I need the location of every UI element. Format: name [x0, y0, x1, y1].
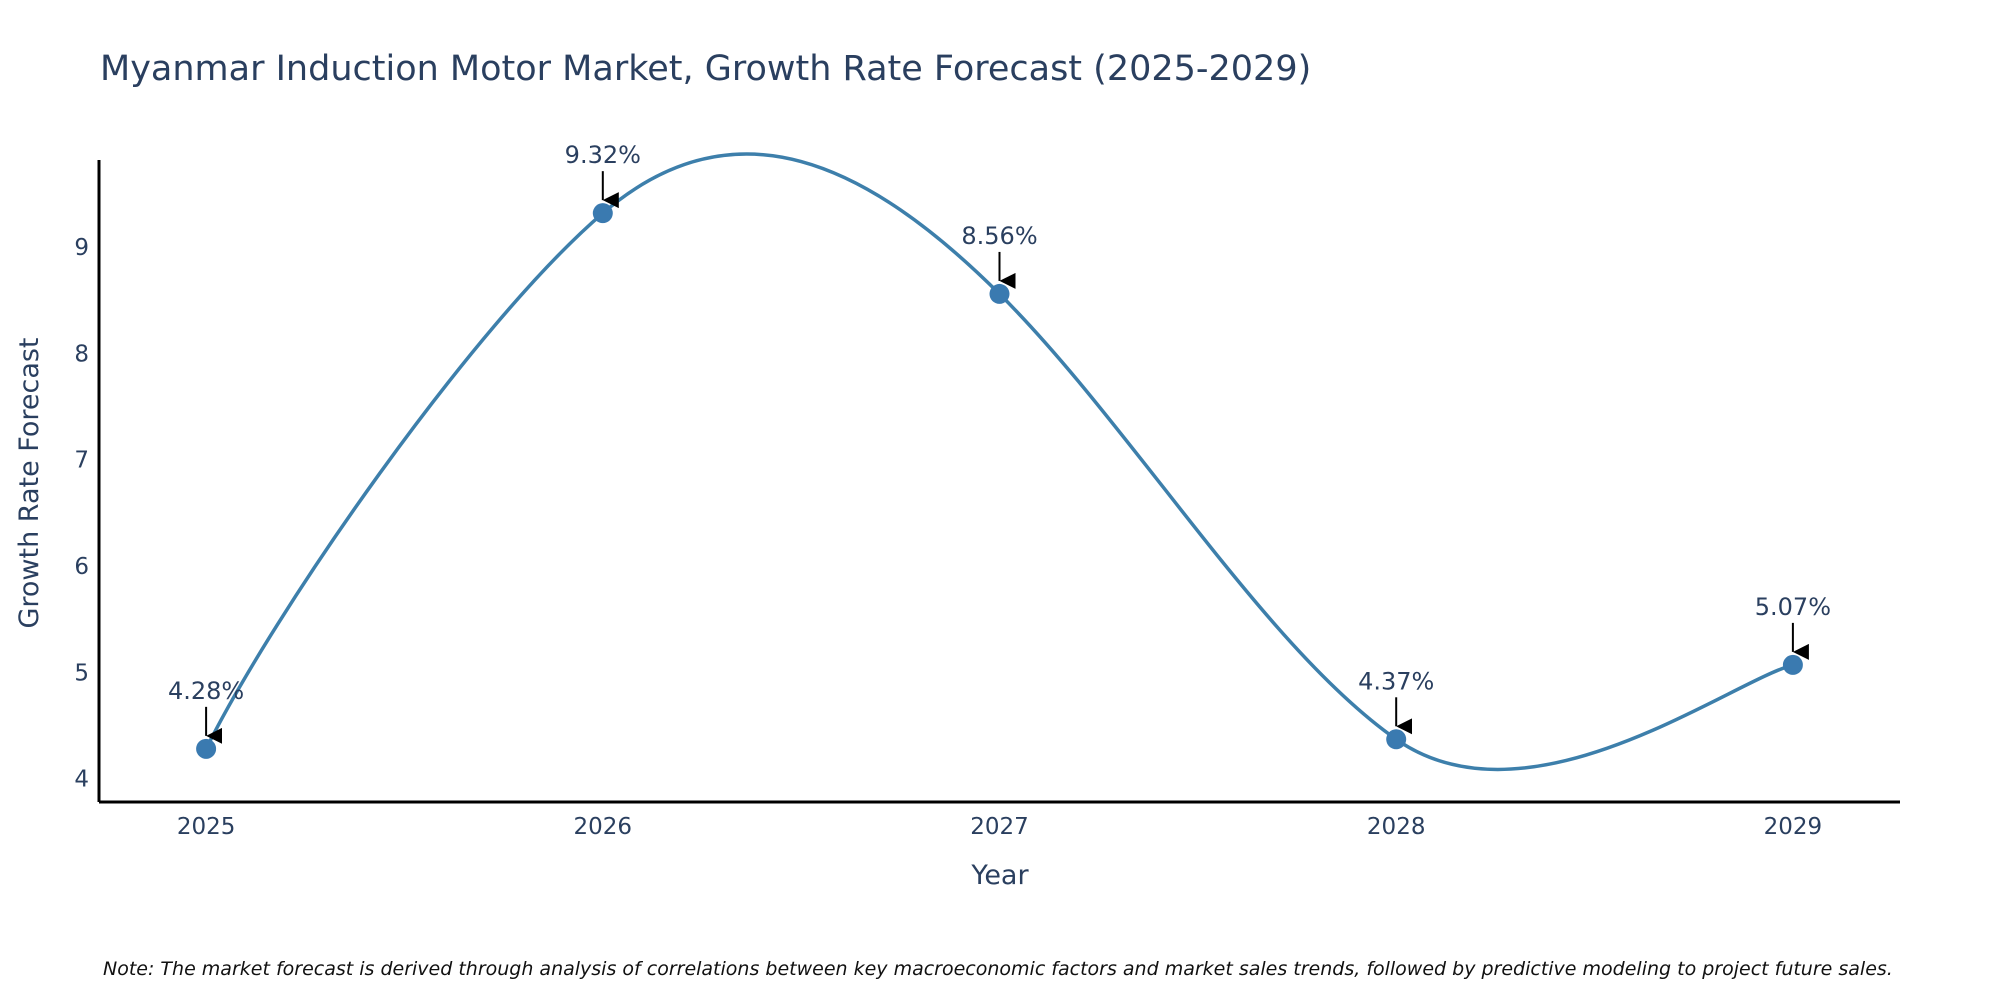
x-tick-label: 2026 — [574, 814, 633, 840]
y-axis-title: Growth Rate Forecast — [14, 337, 45, 628]
data-point — [989, 283, 1010, 304]
footnote: Note: The market forecast is derived thr… — [103, 958, 1893, 980]
y-tick-label: 4 — [74, 767, 89, 793]
y-tick-label: 6 — [74, 554, 89, 580]
data-point — [592, 203, 613, 224]
y-tick-label: 7 — [74, 448, 89, 474]
x-tick-label: 2027 — [970, 814, 1029, 840]
y-tick-label: 9 — [74, 235, 89, 261]
data-point — [1782, 654, 1803, 675]
x-tick-label: 2025 — [177, 814, 236, 840]
y-tick-label: 8 — [74, 341, 89, 367]
data-label: 9.32% — [565, 141, 641, 169]
chart-title: Myanmar Induction Motor Market, Growth R… — [100, 49, 1311, 89]
y-tick-label: 5 — [74, 660, 89, 686]
data-label: 4.28% — [168, 677, 244, 705]
x-tick-label: 2028 — [1367, 814, 1426, 840]
x-tick-label: 2029 — [1764, 814, 1823, 840]
x-axis-title: Year — [970, 860, 1029, 891]
data-point — [1386, 729, 1407, 750]
data-label: 4.37% — [1358, 667, 1434, 695]
data-label: 5.07% — [1755, 593, 1831, 621]
data-label: 8.56% — [961, 222, 1037, 250]
data-point — [196, 738, 217, 759]
